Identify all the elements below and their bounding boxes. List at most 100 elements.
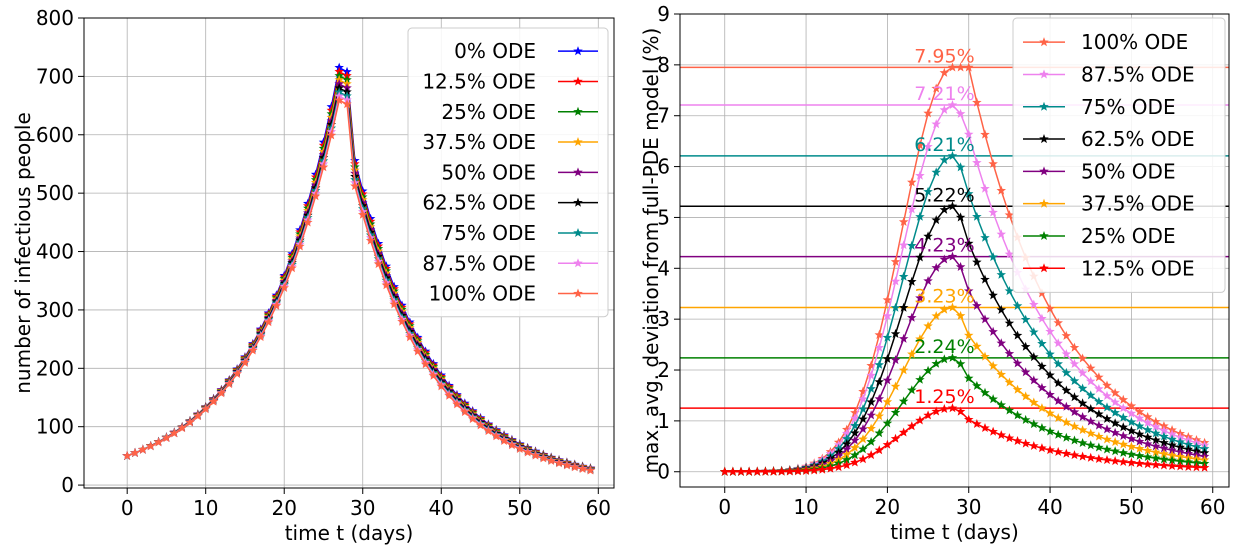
data-point bbox=[255, 332, 266, 342]
legend-label: 75% ODE bbox=[1081, 95, 1176, 119]
data-point bbox=[1077, 398, 1088, 408]
data-point bbox=[1012, 384, 1023, 394]
data-point bbox=[874, 342, 885, 352]
data-point bbox=[1053, 358, 1063, 368]
legend-marker bbox=[1039, 101, 1049, 111]
data-point bbox=[1151, 447, 1161, 457]
data-point bbox=[1102, 390, 1112, 400]
data-point bbox=[1020, 438, 1031, 448]
data-point bbox=[890, 302, 901, 312]
legend-label: 0% ODE bbox=[454, 39, 536, 63]
data-point bbox=[1110, 407, 1120, 417]
data-point bbox=[569, 462, 580, 472]
data-point bbox=[963, 414, 974, 424]
x-tick-label: 40 bbox=[429, 496, 454, 520]
data-point bbox=[1142, 411, 1153, 422]
data-point bbox=[988, 158, 998, 168]
data-point bbox=[1085, 452, 1096, 462]
data-point bbox=[1142, 445, 1153, 455]
data-point bbox=[1102, 455, 1112, 465]
legend-item: 37.5% ODE bbox=[422, 130, 598, 154]
data-point bbox=[931, 167, 941, 177]
data-point bbox=[980, 387, 990, 397]
x-tick-label: 30 bbox=[350, 496, 375, 520]
data-point bbox=[1061, 367, 1072, 377]
data-point bbox=[1094, 420, 1104, 430]
data-point bbox=[381, 280, 392, 290]
data-point bbox=[890, 276, 901, 286]
data-point bbox=[866, 383, 876, 393]
data-point bbox=[1020, 341, 1031, 351]
data-point bbox=[833, 462, 844, 472]
data-point bbox=[483, 426, 494, 436]
data-point bbox=[1126, 457, 1137, 467]
data-point bbox=[841, 460, 852, 470]
data-point bbox=[866, 423, 876, 433]
data-point bbox=[1037, 338, 1047, 348]
y-tick-label: 100 bbox=[36, 415, 74, 439]
data-point bbox=[1126, 425, 1137, 435]
data-point bbox=[850, 420, 860, 430]
data-point bbox=[1126, 441, 1137, 451]
data-point bbox=[890, 433, 901, 443]
data-point bbox=[874, 376, 885, 386]
data-point bbox=[200, 404, 211, 414]
data-point bbox=[1183, 457, 1194, 467]
data-point bbox=[1167, 440, 1177, 450]
data-point bbox=[1167, 460, 1177, 470]
data-point bbox=[1012, 300, 1023, 310]
data-point bbox=[931, 262, 941, 272]
data-point bbox=[1175, 451, 1185, 461]
data-point bbox=[923, 141, 933, 151]
data-point bbox=[915, 170, 925, 180]
data-point bbox=[988, 290, 998, 300]
data-point bbox=[1061, 417, 1072, 427]
data-point bbox=[1061, 385, 1072, 395]
data-point bbox=[1142, 439, 1153, 449]
data-point bbox=[907, 312, 917, 322]
legend-label: 25% ODE bbox=[1081, 224, 1176, 248]
data-point bbox=[1110, 387, 1120, 398]
data-point bbox=[530, 450, 541, 460]
data-point bbox=[1134, 436, 1145, 446]
data-point bbox=[1020, 391, 1031, 401]
y-tick-label: 0 bbox=[61, 473, 74, 497]
right-y-axis-label: max. avg. deviation from full-PDE model … bbox=[639, 28, 663, 474]
legend-item: 50% ODE bbox=[441, 160, 598, 184]
data-point bbox=[980, 314, 990, 324]
data-point bbox=[939, 254, 950, 264]
data-point bbox=[858, 404, 868, 414]
data-point bbox=[972, 157, 982, 167]
data-point bbox=[858, 434, 868, 444]
data-point bbox=[882, 439, 893, 449]
data-point bbox=[1094, 396, 1104, 406]
legend-marker bbox=[1039, 134, 1049, 144]
data-point bbox=[342, 99, 352, 109]
data-point bbox=[882, 418, 893, 428]
y-tick-label: 8 bbox=[657, 53, 670, 77]
left-y-axis-label: number of infectious people bbox=[11, 112, 35, 394]
data-point bbox=[947, 201, 958, 211]
data-point bbox=[963, 286, 974, 296]
data-point bbox=[1151, 428, 1161, 438]
data-point bbox=[1069, 421, 1080, 431]
data-point bbox=[240, 357, 250, 367]
legend-label: 37.5% ODE bbox=[422, 130, 536, 154]
data-point bbox=[1053, 429, 1063, 439]
data-point bbox=[1151, 421, 1161, 431]
data-point bbox=[1069, 375, 1080, 386]
data-point bbox=[850, 442, 860, 452]
data-point bbox=[1029, 352, 1039, 362]
data-point bbox=[996, 430, 1007, 440]
data-point bbox=[728, 466, 738, 476]
series-25-ode bbox=[719, 352, 1210, 476]
data-point bbox=[1167, 450, 1177, 460]
data-point bbox=[1061, 432, 1072, 442]
data-point bbox=[1102, 424, 1112, 434]
legend-label: 50% ODE bbox=[441, 160, 536, 184]
data-point bbox=[768, 466, 779, 476]
data-point bbox=[980, 351, 990, 361]
data-point bbox=[907, 276, 917, 286]
